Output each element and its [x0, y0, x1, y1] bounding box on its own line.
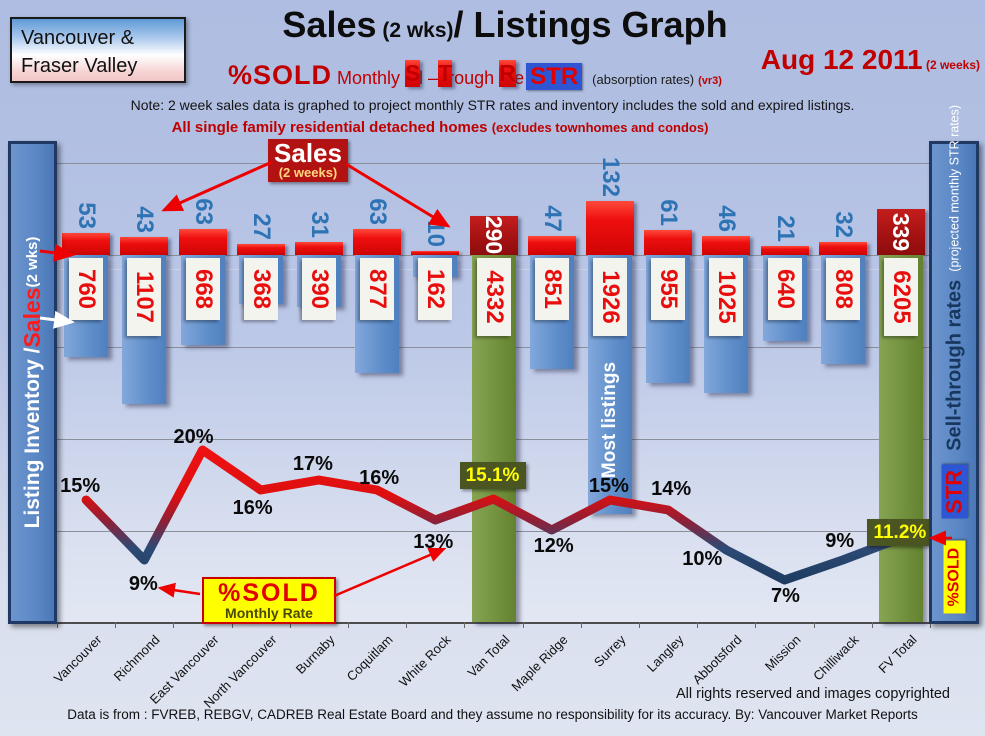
axis-tick — [755, 622, 757, 628]
pct-label-fv-total: 11.2% — [866, 519, 933, 546]
axis-tick — [871, 622, 873, 628]
pct-label-coquitlam: 16% — [359, 467, 400, 489]
bar-sales-east-vancouver — [178, 229, 227, 255]
absorption-note: (absorption rates) — [592, 72, 695, 87]
right-axis-paren: (projected monthly STR rates) — [947, 104, 962, 272]
bar-sales-north-vancouver — [236, 243, 285, 255]
footer-rights: All rights reserved and images copyright… — [675, 686, 950, 702]
pct-label-vancouver: 15% — [60, 475, 101, 497]
pct-label-richmond: 9% — [128, 573, 158, 595]
axis-tick — [57, 622, 58, 628]
page-title: Sales (2 wks)/ Listings Graph — [225, 4, 785, 46]
pct-label-burnaby: 17% — [292, 453, 333, 475]
axis-tick — [580, 622, 582, 628]
title-sales: Sales — [282, 4, 377, 45]
axis-tick — [639, 622, 640, 628]
pct-label-langley: 14% — [651, 478, 692, 500]
bar-sales-langley — [644, 229, 693, 255]
region-line-1: Vancouver & — [21, 27, 135, 49]
sold-rate-polyline — [81, 445, 906, 585]
left-axis-bar — [8, 141, 57, 624]
plot-area: 760 53 1107 43 668 63 368 27 390 31 877 63 162 10 4332… — [57, 150, 931, 628]
sold-callout-title: %SOLD — [218, 579, 320, 607]
bar-sales-white-rock — [411, 250, 460, 255]
sold-callout-sub: Monthly Rate — [225, 605, 313, 621]
bar-sales-surrey — [585, 200, 634, 255]
bar-sales-van-total — [469, 215, 518, 255]
version-note: (vr3) — [698, 75, 722, 87]
bar-sales-coquitlam — [353, 229, 402, 255]
axis-tick — [348, 622, 349, 628]
pct-label-abbotsford: 10% — [682, 548, 723, 570]
pct-label-mission: 7% — [771, 585, 800, 607]
region-line-2: Fraser Valley — [21, 55, 138, 77]
axis-tick — [115, 622, 117, 628]
axis-tick — [173, 622, 175, 628]
axis-tick — [930, 622, 931, 628]
bar-sales-burnaby — [294, 242, 343, 255]
date-note: (2 weeks) — [922, 58, 980, 72]
axis-tick — [231, 622, 233, 628]
axis-tick — [289, 622, 291, 628]
note-line: Note: 2 week sales data is graphed to pr… — [130, 97, 855, 113]
pct-label-van-total: 15.1% — [459, 462, 526, 489]
sales-callout-sub: (2 weeks) — [278, 165, 338, 180]
pct-label-chilliwack: 9% — [825, 530, 855, 552]
bar-sales-maple-ridge — [527, 235, 576, 255]
bar-sales-abbotsford — [702, 236, 751, 255]
sold-rate-callout: %SOLD Monthly Rate — [202, 577, 336, 624]
axis-tick — [813, 622, 815, 628]
pct-label-surrey: 15% — [588, 475, 629, 497]
str-badge: STR — [526, 63, 583, 90]
sales-callout-title: Sales — [274, 138, 342, 168]
sold-chip: %SOLD — [943, 540, 966, 614]
subtitle-line: All single family residential detached h… — [171, 119, 709, 136]
region-box: Vancouver & Fraser Valley — [10, 17, 186, 83]
sold-rate-line — [81, 445, 906, 585]
sold-label: %SOLD — [228, 60, 333, 90]
bar-sales-chilliwack — [818, 241, 867, 255]
str-chip: STR — [941, 464, 968, 519]
bar-sales-mission — [760, 246, 809, 255]
bar-sales-fv-total — [876, 209, 925, 255]
pct-label-maple-ridge: 12% — [533, 535, 574, 557]
left-axis-sales-word: Sales — [19, 287, 45, 348]
axis-tick — [697, 622, 699, 628]
right-axis-title: Sell-through rates — [943, 279, 965, 451]
axis-tick — [522, 622, 524, 628]
gridline — [57, 163, 930, 164]
pct-label-east-vancouver: 20% — [173, 426, 214, 448]
footer-source: Data is from : FVREB, REBGV, CADREB Real… — [67, 707, 918, 722]
right-axis-label: %SOLD STR Sell-through rates (projected … — [930, 105, 980, 624]
left-axis-label: Listing Inventory / Sales (2 wks) — [19, 236, 45, 529]
title-wks: (2 wks) — [376, 19, 454, 42]
pct-label-north-vancouver: 16% — [232, 497, 273, 519]
sales-callout: Sales (2 weeks) — [268, 139, 348, 182]
subtitle-paren: (excludes townhomes and condos) — [491, 120, 709, 135]
date-value: Aug 12 2011 — [760, 44, 923, 75]
axis-tick — [406, 622, 408, 628]
bar-sales-richmond — [120, 237, 169, 255]
title-rest: / Listings Graph — [453, 4, 728, 45]
axis-tick — [464, 622, 466, 628]
report-date: Aug 12 2011 (2 weeks) — [761, 44, 980, 76]
pct-label-white-rock: 13% — [413, 531, 454, 553]
